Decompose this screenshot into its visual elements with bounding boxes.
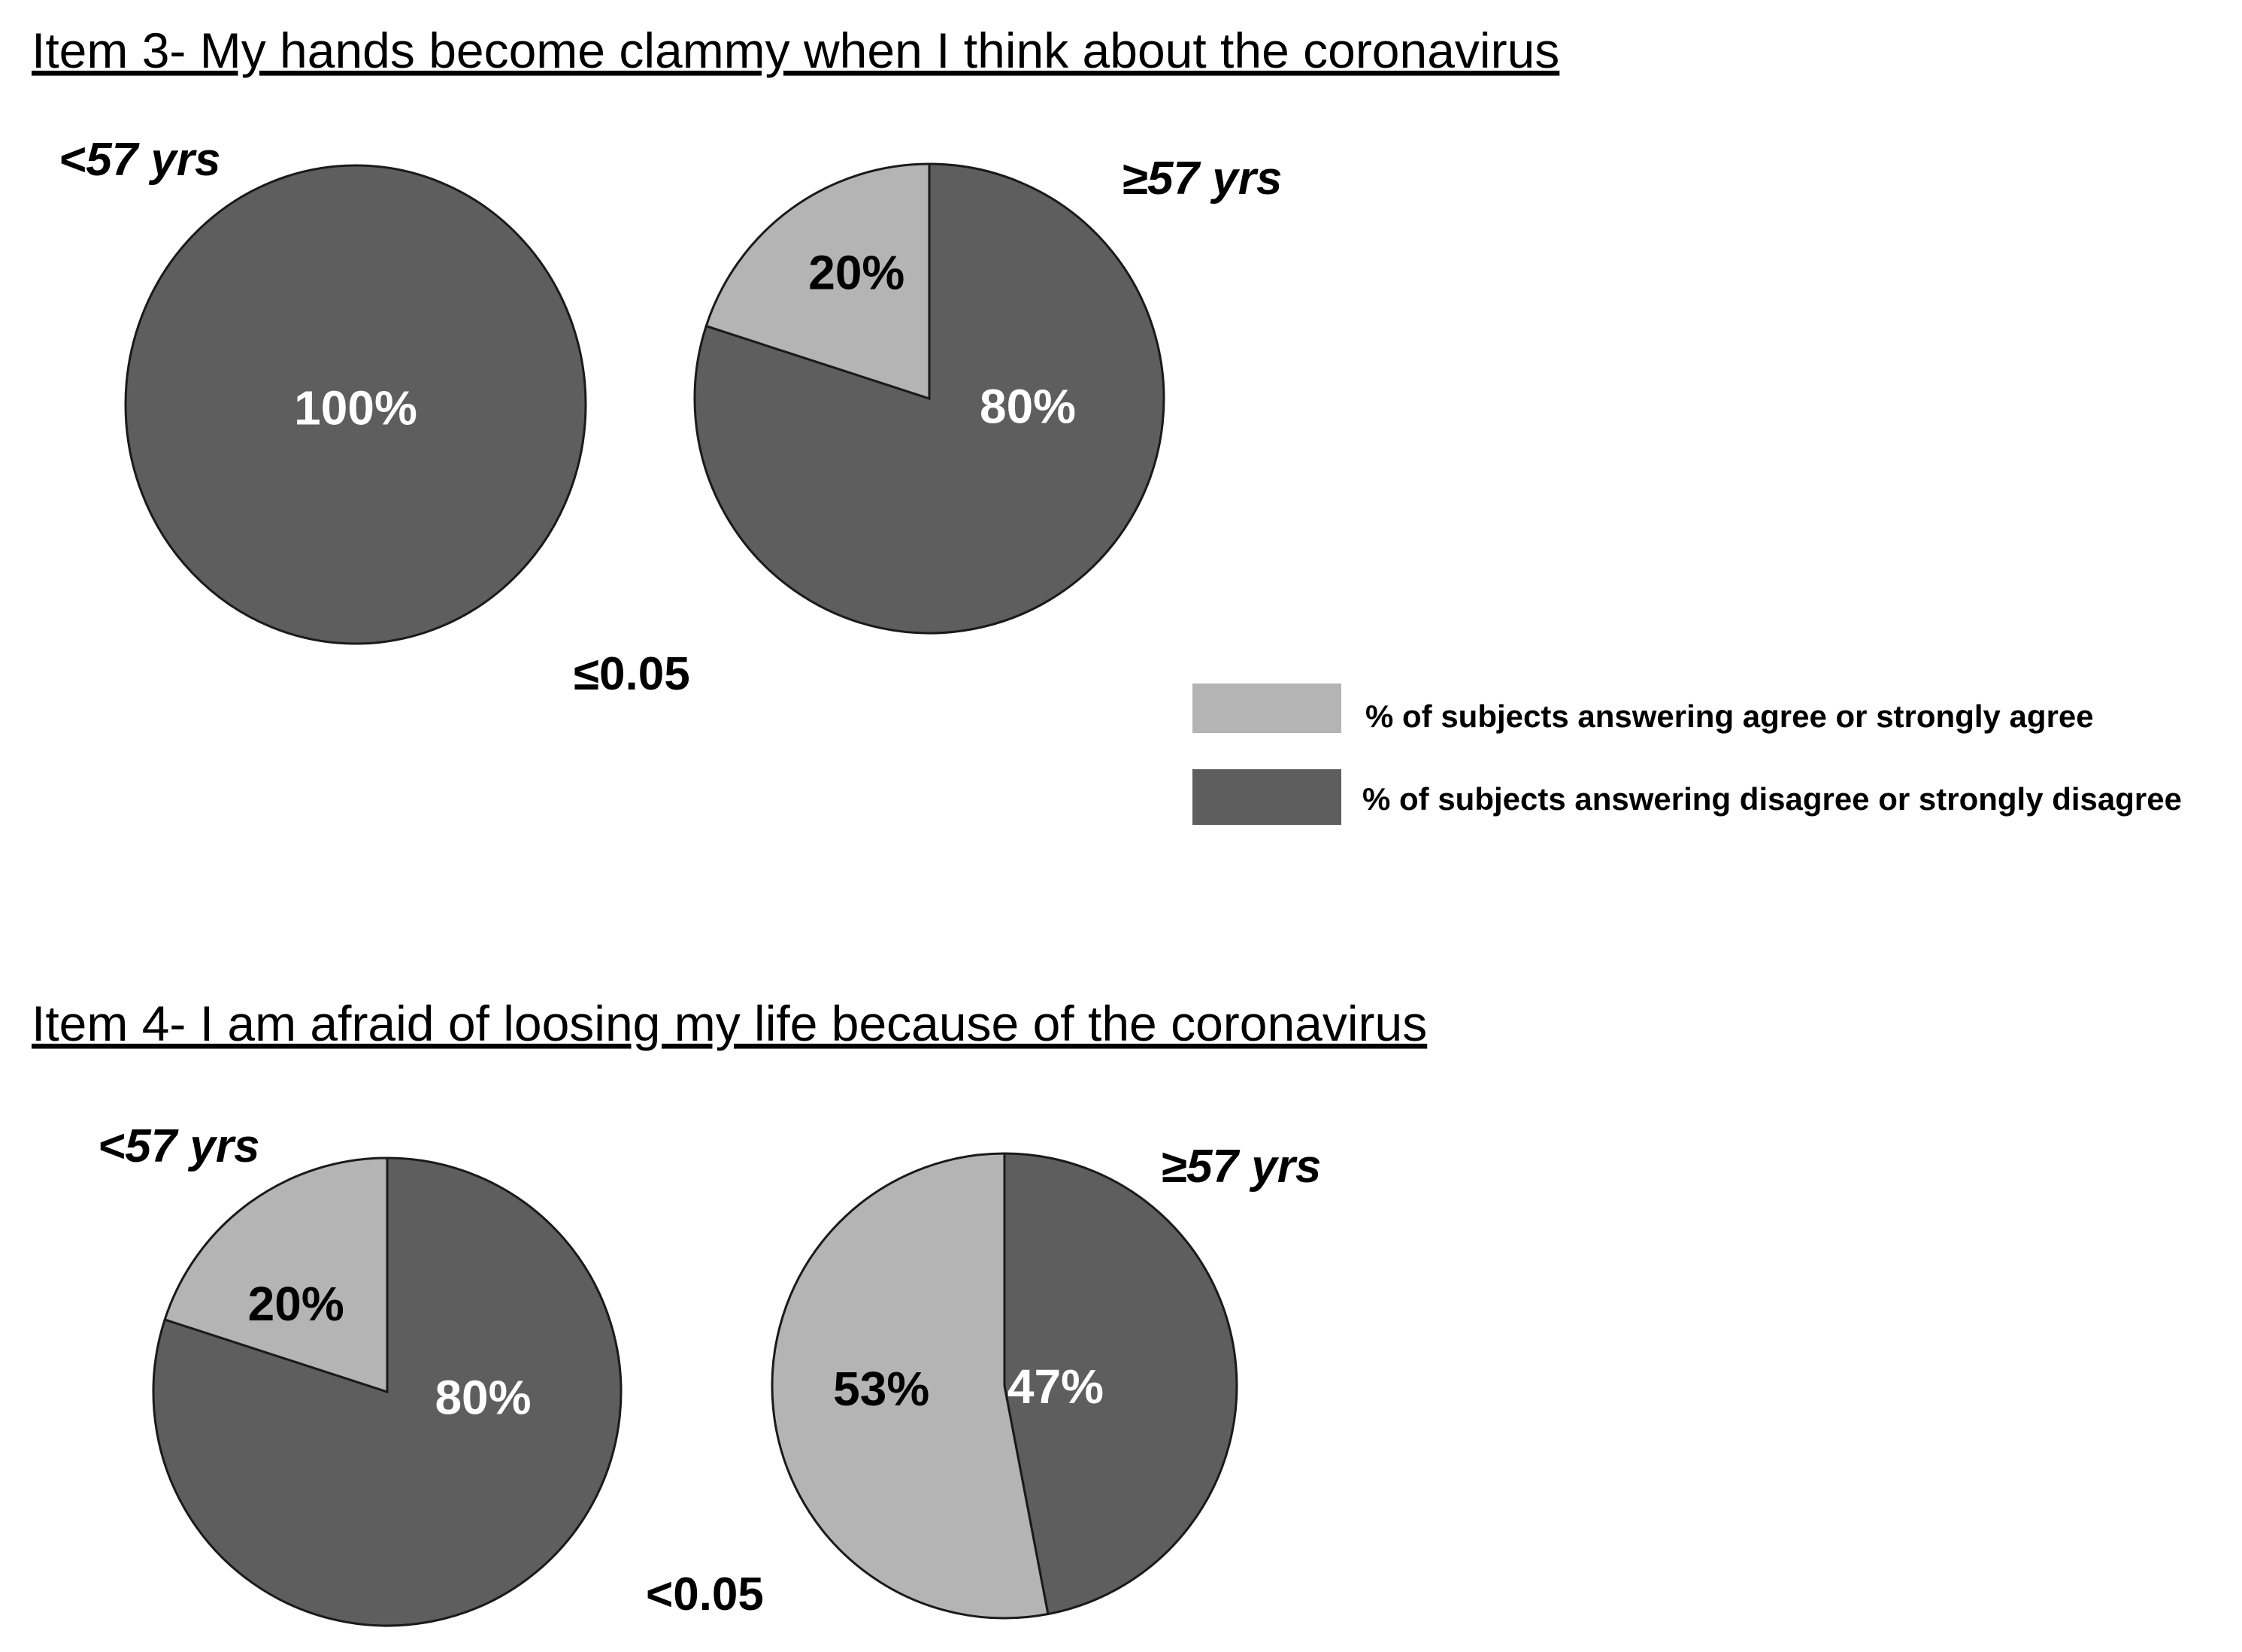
item4-pie-under57: 20% 80% (152, 1156, 623, 1627)
item4-under57-label-disagree: 80% (435, 1370, 531, 1424)
item3-p-value: ≤0.05 (574, 648, 690, 700)
item3-pie-57plus: 20% 80% (693, 162, 1165, 635)
item4-title: Item 4- I am afraid of loosing my life b… (32, 996, 1427, 1051)
item4-57plus-label-agree: 53% (833, 1362, 929, 1416)
legend-swatch-disagree (1192, 769, 1341, 825)
item3-group-57plus: ≥57 yrs (1122, 153, 1282, 205)
item4-under57-slice-agree (163, 1156, 389, 1394)
item4-group-under57: <57 yrs (98, 1120, 260, 1172)
item4-57plus-slice-agree (771, 1152, 1050, 1620)
item4-57plus-label-disagree: 47% (1007, 1359, 1104, 1414)
item3-under57-slice-disagree (124, 164, 587, 645)
item3-57plus-label-agree: 20% (808, 246, 904, 300)
legend-label-disagree: % of subjects answering disagree or stro… (1362, 781, 2182, 817)
item3-57plus-slice-agree (704, 162, 931, 401)
item3-57plus-label-disagree: 80% (980, 380, 1076, 434)
item4-57plus-slice-disagree (1003, 1152, 1238, 1616)
item3-pie-under57: 100% (124, 164, 587, 645)
item4-group-57plus: ≥57 yrs (1161, 1141, 1321, 1193)
item4-pie-57plus: 53% 47% (771, 1152, 1238, 1620)
item3-under57-label-disagree: 100% (294, 380, 417, 435)
item4-p-value: <0.05 (646, 1569, 764, 1620)
item4-under57-label-agree: 20% (248, 1277, 344, 1331)
legend-swatch-agree (1192, 684, 1341, 733)
item3-group-under57: <57 yrs (59, 134, 221, 186)
item3-title: Item 3- My hands become clammy when I th… (32, 23, 1559, 78)
legend-label-agree: % of subjects answering agree or strongl… (1365, 699, 2094, 734)
